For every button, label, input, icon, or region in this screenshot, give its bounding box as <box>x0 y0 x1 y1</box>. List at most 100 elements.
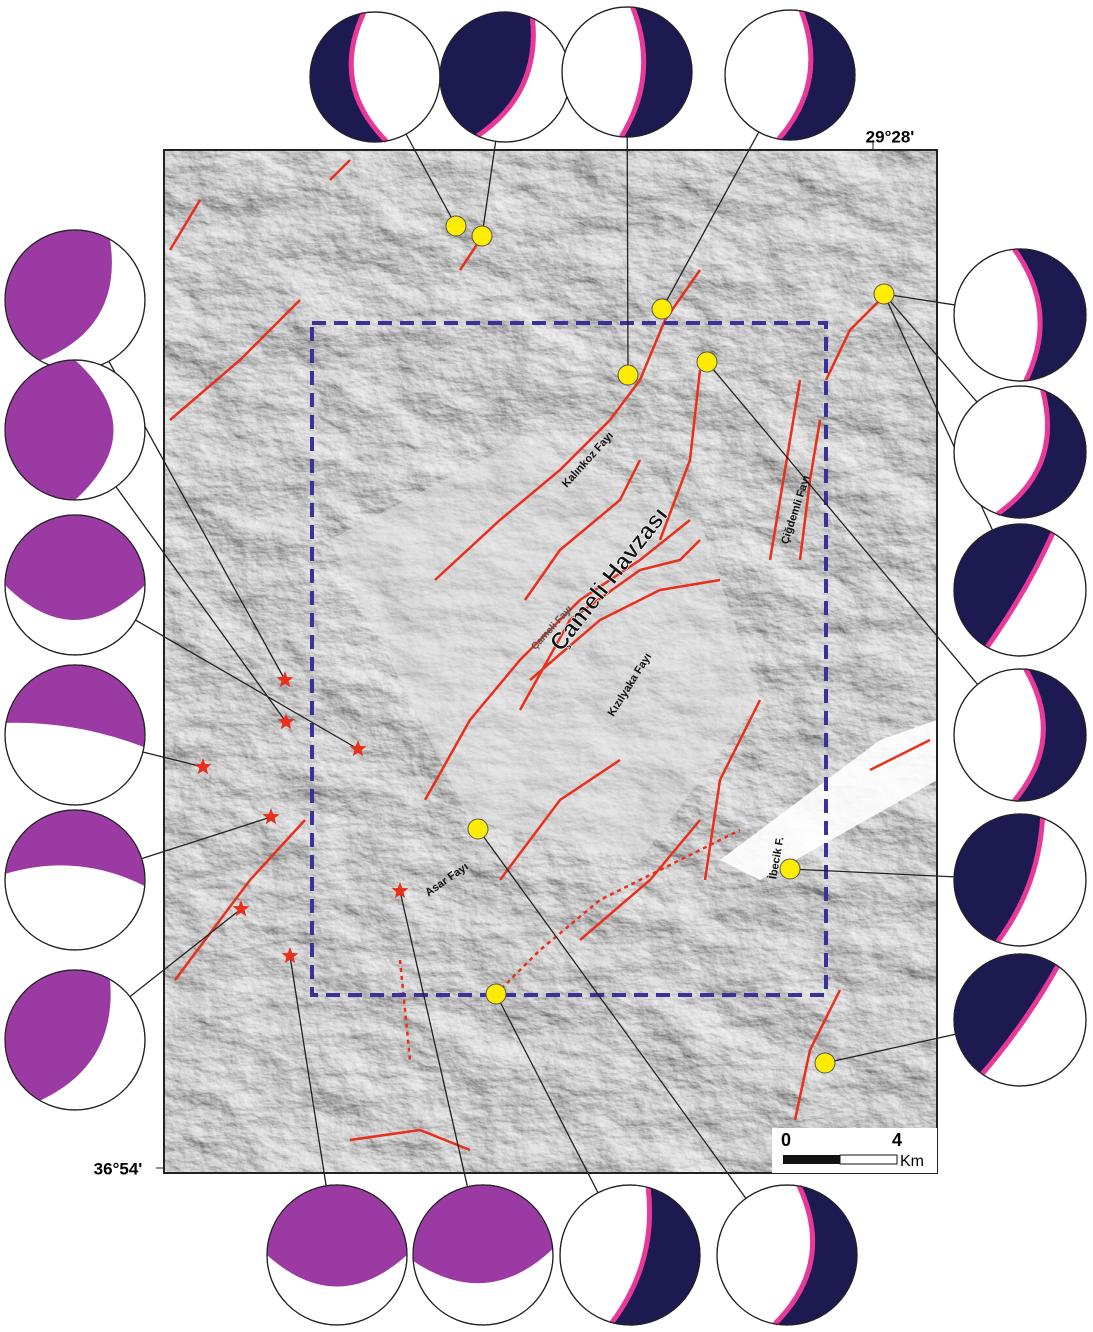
nodal-plane <box>1012 668 1046 803</box>
nodal-plane <box>476 17 536 138</box>
compression-quadrant <box>954 954 1058 1075</box>
epicenter <box>873 283 895 305</box>
compression-quadrant <box>774 1186 857 1325</box>
connector <box>661 131 760 310</box>
historical-epicenter <box>391 882 409 899</box>
historical-epicenter <box>281 947 299 964</box>
connector <box>142 751 204 768</box>
nodal-plane <box>619 6 647 139</box>
events <box>194 215 895 1074</box>
epicenter <box>485 983 507 1005</box>
connector <box>289 955 327 1186</box>
nodal-plane <box>773 1185 816 1326</box>
nodal-plane <box>1012 247 1043 382</box>
nodal-plane <box>348 11 389 143</box>
beachball <box>4 359 146 501</box>
historical-epicenter <box>277 713 295 730</box>
nodal-plane <box>609 1187 653 1325</box>
epicenter <box>617 364 639 386</box>
connector <box>706 361 979 685</box>
beachball <box>412 1184 554 1326</box>
beachball <box>4 229 146 371</box>
connector <box>405 133 457 227</box>
beachball <box>4 809 146 951</box>
compression-quadrant <box>309 12 387 143</box>
scale-segment <box>783 1155 840 1164</box>
compression-quadrant <box>5 230 112 361</box>
fault-line <box>518 539 701 711</box>
fault-line <box>793 989 842 1121</box>
ball-outline <box>412 1184 554 1326</box>
ball-outline <box>559 1184 701 1326</box>
connector <box>789 868 955 878</box>
epicenter <box>467 818 489 840</box>
compression-quadrant <box>5 515 145 620</box>
longitude-label: 29°28' <box>866 127 915 146</box>
ball-outline <box>266 1184 408 1326</box>
compression-quadrant <box>778 10 855 140</box>
fault-line <box>349 1128 471 1152</box>
epicenter <box>696 351 718 373</box>
connector <box>883 293 978 403</box>
fault-line <box>168 199 202 251</box>
epicenter <box>779 858 801 880</box>
nodal-plane <box>980 964 1061 1076</box>
epicenter <box>814 1052 836 1074</box>
basin-floor <box>330 440 760 860</box>
scale-unit: Km <box>900 1153 924 1170</box>
fault-line <box>169 299 301 421</box>
connector <box>129 908 242 998</box>
beachball <box>724 9 856 141</box>
connector <box>824 1033 956 1064</box>
fault-line <box>398 959 412 1061</box>
fault-line <box>824 294 886 381</box>
beachball <box>953 668 1087 803</box>
faults <box>168 159 931 1152</box>
ball-outline <box>953 248 1087 382</box>
fault-line <box>768 379 802 561</box>
compression-quadrant <box>413 1184 553 1284</box>
lake <box>720 720 937 880</box>
fault-line <box>434 269 702 581</box>
scale-box <box>772 1128 937 1173</box>
latitude-label: 36°54' <box>94 1159 143 1178</box>
beachball <box>953 523 1087 657</box>
nodal-plane <box>995 389 1051 517</box>
beachball <box>561 6 693 139</box>
scale-segment <box>839 1154 898 1165</box>
fault-line <box>423 519 691 801</box>
ball-outline <box>953 953 1087 1087</box>
fault-line <box>499 758 621 881</box>
nodal-plane <box>776 10 814 141</box>
historical-epicenter <box>232 900 250 917</box>
fault-line <box>798 419 822 561</box>
ball-outline <box>953 385 1087 519</box>
ball-outline <box>4 359 146 501</box>
beachball <box>953 953 1087 1087</box>
fault-line <box>523 459 642 601</box>
compression-quadrant <box>997 389 1086 518</box>
beachball <box>953 385 1087 519</box>
scale-bar: 0 4 Km <box>772 1128 937 1173</box>
ball-outline <box>724 9 856 141</box>
ball-outline <box>561 6 693 138</box>
connector <box>481 141 497 237</box>
compression-quadrant <box>5 360 114 500</box>
epicenter <box>471 225 493 247</box>
beachball <box>953 813 1087 947</box>
beachball <box>439 11 571 143</box>
compression-quadrant <box>1014 669 1086 801</box>
connector <box>115 486 287 723</box>
epicenter <box>651 298 673 320</box>
beachball <box>953 247 1087 382</box>
fault-line <box>579 819 701 941</box>
fault-line <box>529 578 721 681</box>
ball-outline <box>4 664 146 806</box>
beachball <box>4 514 146 656</box>
beachball <box>309 11 441 143</box>
ball-outline <box>953 668 1087 802</box>
connector <box>135 619 359 750</box>
beachball <box>559 1184 701 1326</box>
